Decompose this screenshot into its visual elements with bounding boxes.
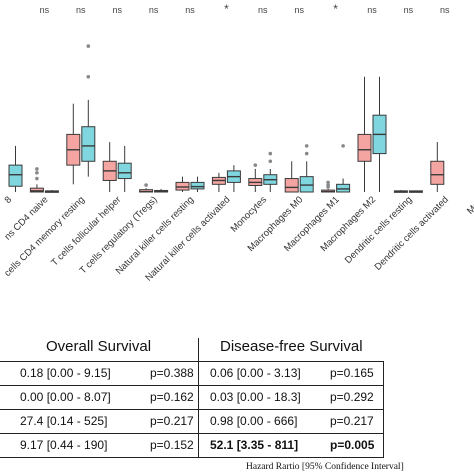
box-group-a — [175, 176, 190, 192]
dfs-p-cell: p=0.292 — [330, 390, 374, 404]
survival-table: Overall Survival Disease-free Survival 0… — [0, 338, 474, 474]
box-body — [336, 183, 351, 193]
table-row-rule — [0, 433, 384, 434]
box-body — [299, 176, 314, 193]
outlier-point — [253, 163, 258, 167]
significance-label: ns — [294, 5, 304, 15]
significance-label: ns — [185, 5, 195, 15]
significance-label: ns — [112, 5, 122, 15]
table-right-edge — [383, 361, 384, 458]
box-group-a — [248, 163, 263, 192]
dfs-hr-cell: 0.98 [0.00 - 666] — [210, 414, 298, 428]
outlier-point — [35, 176, 39, 181]
box-body — [81, 126, 96, 162]
dfs-hr-cell: 52.1 [3.35 - 811] — [210, 438, 299, 452]
dfs-hr-cell: 0.03 [0.00 - 18.3] — [210, 390, 301, 404]
box-group-b — [44, 190, 59, 193]
box-group-a — [357, 76, 372, 192]
category-tick-label: Mast — [465, 194, 474, 217]
significance-label: ns — [404, 5, 414, 15]
dfs-p-cell: p=0.217 — [330, 414, 374, 428]
significance-label: ns — [76, 5, 86, 15]
box-group-b — [190, 176, 205, 192]
box-group-b — [408, 190, 423, 193]
table-row-rule — [0, 385, 384, 386]
table-row-rule — [0, 409, 384, 410]
box-group-b — [336, 144, 351, 193]
outlier-point — [268, 159, 273, 164]
dfs-hr-cell: 0.06 [0.00 - 3.13] — [210, 366, 301, 380]
box-group-a — [393, 190, 408, 193]
outlier-point — [144, 183, 148, 187]
table-bottom-rule — [0, 457, 384, 458]
category-tick-label: Dendritic cells resting — [343, 194, 415, 266]
significance-label: ns — [367, 5, 377, 15]
box-group-b — [117, 145, 132, 192]
os-hr-cell: 0.18 [0.00 - 9.15] — [20, 366, 111, 380]
table-top-rule — [0, 361, 384, 362]
box-group-a — [284, 161, 299, 193]
significance-layer: ns ns ns ns ns * ns ns * ns ns ns — [40, 2, 450, 16]
box-group-b — [226, 165, 241, 192]
box-body — [117, 162, 132, 180]
outlier-point — [35, 167, 39, 171]
box-body — [29, 187, 44, 193]
outlier-point — [326, 180, 330, 185]
significance-label: * — [224, 2, 229, 16]
box-group-a — [321, 180, 336, 193]
table-footnote: Hazard Rartio [95% Confidence Interval] — [246, 462, 404, 472]
outlier-point — [86, 75, 91, 79]
category-tick-label: T cells follicular helper — [49, 194, 123, 268]
box-group-b — [8, 145, 23, 192]
box-body — [8, 164, 23, 187]
box-body — [284, 178, 299, 193]
outlier-point — [268, 151, 273, 156]
box-group-b — [154, 188, 169, 193]
box-group-b — [263, 151, 278, 192]
box-group-a — [102, 142, 117, 192]
box-body — [357, 133, 372, 162]
outlier-point — [304, 151, 309, 156]
box-body — [175, 181, 190, 191]
os-hr-cell: 0.00 [0.00 - 8.07] — [20, 390, 111, 404]
box-group-a — [211, 172, 226, 192]
os-p-cell: p=0.388 — [150, 366, 194, 380]
boxplot-chart: ns ns ns ns ns * ns ns * ns ns ns 8ns CD4 naivecell… — [2, 2, 474, 284]
outlier-point — [304, 144, 309, 148]
box-group-a — [29, 167, 44, 193]
box-body — [190, 181, 205, 190]
os-p-cell: p=0.162 — [150, 390, 194, 404]
significance-label: ns — [258, 5, 268, 15]
box-group-a — [430, 142, 445, 192]
disease-free-survival-header: Disease-free Survival — [220, 338, 363, 355]
significance-label: ns — [149, 5, 159, 15]
dfs-p-cell: p=0.005 — [330, 438, 375, 452]
os-p-cell: p=0.217 — [150, 414, 194, 428]
category-tick-label: 8 — [3, 194, 15, 206]
outlier-point — [326, 183, 330, 187]
outlier-point — [35, 171, 39, 175]
box-group-b — [81, 44, 96, 177]
table-divider — [198, 338, 199, 458]
box-body — [430, 160, 445, 185]
os-hr-cell: 9.17 [0.44 - 190] — [20, 438, 108, 452]
significance-label: ns — [440, 5, 450, 15]
box-group-a — [66, 103, 81, 185]
box-group-a — [139, 183, 154, 193]
category-tick-label: Dendritic cells activated — [373, 194, 451, 272]
dfs-p-cell: p=0.165 — [330, 366, 374, 380]
box-group-b — [372, 76, 387, 192]
os-hr-cell: 27.4 [0.14 - 525] — [20, 414, 108, 428]
overall-survival-header: Overall Survival — [46, 338, 152, 355]
significance-label: * — [333, 2, 338, 16]
outlier-point — [86, 44, 91, 48]
outlier-point — [341, 144, 345, 148]
box-group-b — [299, 144, 314, 193]
os-p-cell: p=0.152 — [150, 438, 194, 452]
significance-label: ns — [40, 5, 50, 15]
box-layer — [8, 44, 445, 193]
